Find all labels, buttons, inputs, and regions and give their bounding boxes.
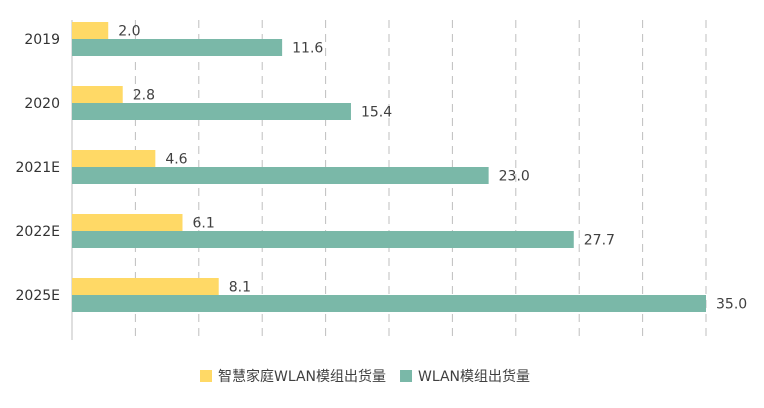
- bar-2022E-series-1: [72, 231, 574, 248]
- data-label: 8.1: [229, 280, 251, 296]
- category-tick-label: 2025E: [16, 288, 60, 304]
- bar-2021E-series-1: [72, 167, 489, 184]
- bar-2019-series-1: [72, 39, 283, 56]
- data-label: 2.0: [118, 24, 140, 40]
- bar-2021E-series-0: [72, 150, 156, 167]
- data-label: 27.7: [584, 233, 615, 249]
- data-label: 23.0: [499, 169, 530, 185]
- legend-label: WLAN模组出货量: [418, 368, 530, 385]
- bar-2019-series-0: [72, 22, 109, 39]
- data-label: 6.1: [192, 216, 214, 232]
- legend-label: 智慧家庭WLAN模组出货量: [218, 368, 386, 385]
- data-label: 15.4: [361, 105, 392, 121]
- bar-2025E-series-0: [72, 278, 219, 295]
- bar-2022E-series-0: [72, 214, 183, 231]
- data-label: 2.8: [133, 88, 155, 104]
- category-tick-label: 2021E: [16, 160, 60, 176]
- data-label: 4.6: [165, 152, 187, 168]
- bar-2020-series-1: [72, 103, 351, 120]
- data-label: 11.6: [292, 41, 323, 57]
- legend-swatch: [200, 370, 212, 382]
- bars: 2.0 11.6 2.8 15.4 4.6 23.0 6.1 27.7 8.1 35.0: [72, 22, 747, 313]
- legend-swatch: [400, 370, 413, 382]
- category-tick-label: 2020: [24, 96, 60, 112]
- category-ticks: 2019 2020 2021E 2022E 2025E: [16, 32, 60, 304]
- bar-2025E-series-1: [72, 295, 706, 312]
- category-tick-label: 2019: [24, 32, 60, 48]
- legend: 智慧家庭WLAN模组出货量 WLAN模组出货量: [200, 368, 530, 385]
- data-label: 35.0: [716, 297, 747, 313]
- category-tick-label: 2022E: [16, 224, 60, 240]
- bar-2020-series-0: [72, 86, 123, 103]
